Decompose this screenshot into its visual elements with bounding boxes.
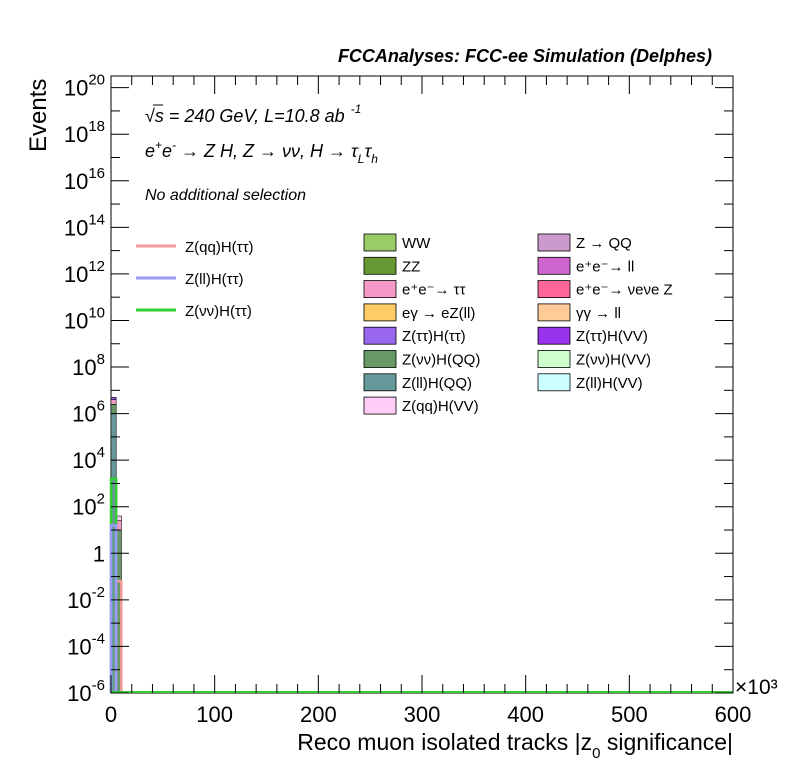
y-tick-label: 10-6 <box>67 677 105 706</box>
legend-label-z-h-vv: Z(ττ)H(VV) <box>576 328 648 345</box>
energy-annotation: √s = 240 GeV, L=10.8 ab -1 <box>145 102 361 126</box>
legend-swatch-e-ez-ll <box>363 303 397 322</box>
legend-label-z-qq: Z → QQ <box>576 235 632 252</box>
legend-swatch-zz <box>363 256 397 275</box>
legend-label-e-e: e⁺e⁻→ ττ <box>402 282 466 299</box>
y-tick-label: 1010 <box>64 304 105 333</box>
y-tick-label: 1014 <box>64 211 105 240</box>
legend-swatch-z-h <box>363 326 397 345</box>
y-tick-label: 102 <box>72 491 105 520</box>
selection-annotation: No additional selection <box>145 187 306 204</box>
legend-label-z-ll-h-vv: Z(ll)H(VV) <box>576 375 643 392</box>
legend-label-z-h: Z(ττ)H(ττ) <box>402 328 466 345</box>
y-tick-label: 106 <box>72 398 105 427</box>
legend-swatch-z-ll-h-vv <box>537 373 571 392</box>
legend-label-z-h-qq: Z(νν)H(QQ) <box>402 352 480 369</box>
legend-swatch-e-e <box>363 280 397 299</box>
legend-signals: Z(qq)H(ττ) Z(ll)H(ττ) Z(νν)H(ττ) <box>136 239 254 320</box>
x-axis-label: Reco muon isolated tracks |z0 significan… <box>297 729 733 762</box>
process-annotation: e+e- → Z H, Z → νν, H → τLτh <box>145 138 378 166</box>
bar-bin0-z-h <box>110 397 117 400</box>
chart-title: FCCAnalyses: FCC-ee Simulation (Delphes) <box>338 46 712 66</box>
legend-swatch-z-h-vv <box>537 350 571 368</box>
x-tick-label: 400 <box>507 702 544 727</box>
legend-swatch-z-h-vv <box>537 326 571 345</box>
y-axis-ticks: 10-6 10-4 10-2 1 102 104 106 108 1010 1012 1014 101… <box>64 72 733 706</box>
legend-swatch-z-qq-h-vv <box>363 396 397 415</box>
y-tick-label: 1016 <box>64 165 105 194</box>
y-tick-label: 1012 <box>64 258 105 287</box>
legend-backgrounds: WW ZZ e⁺e⁻→ ττ eγ → eZ(ll) Z(ττ)H(ττ) Z(νν)H(… <box>363 233 673 415</box>
legend-label-z-qq-h-vv: Z(qq)H(VV) <box>402 398 479 415</box>
legend-label-e-ez-ll: eγ → eZ(ll) <box>402 305 475 322</box>
legend-label-z-qq-h: Z(qq)H(ττ) <box>185 239 254 256</box>
legend-label-zz: ZZ <box>402 258 420 275</box>
legend-swatch-ll <box>537 303 571 322</box>
y-tick-label: 10-2 <box>67 584 105 613</box>
legend-swatch-z-ll-h-qq <box>363 373 397 392</box>
legend-label-z-ll-h-qq: Z(ll)H(QQ) <box>402 375 472 392</box>
signal-lines <box>109 477 123 693</box>
legend-label-ww: WW <box>402 235 431 252</box>
legend-label-z-h: Z(νν)H(ττ) <box>185 303 252 320</box>
x-tick-label: 300 <box>404 702 441 727</box>
x-tick-label: 500 <box>611 702 648 727</box>
legend-swatch-z-h-qq <box>363 350 397 368</box>
y-tick-label: 1018 <box>64 118 105 147</box>
legend-swatch-ww <box>363 233 397 252</box>
bar-bin0-e-e <box>110 399 117 405</box>
x-tick-label: 200 <box>300 702 337 727</box>
legend-swatch-e-e-e-e-z <box>537 280 571 299</box>
legend-label-e-e-ll: e⁺e⁻→ ll <box>576 258 634 275</box>
y-tick-label: 1 <box>93 541 105 566</box>
x-tick-label: 100 <box>196 702 233 727</box>
x-tick-label: 600 <box>715 702 752 727</box>
y-tick-label: 104 <box>72 444 105 473</box>
bar-bin0-z-h-qq <box>110 403 117 414</box>
legend-swatch-z-qq <box>537 233 571 252</box>
y-axis-label: Events <box>25 79 52 152</box>
legend-label-ll: γγ → ll <box>576 305 621 322</box>
y-tick-label: 108 <box>72 351 105 380</box>
x-multiplier-label: ×10³ <box>735 676 778 699</box>
legend-swatch-e-e-ll <box>537 256 571 275</box>
legend-label-e-e-e-e-z: e⁺e⁻→ νeνe Z <box>576 282 673 299</box>
x-axis-ticks: 0 100 200 300 400 500 600 <box>105 76 751 727</box>
legend-label-z-ll-h: Z(ll)H(ττ) <box>185 271 244 288</box>
y-tick-label: 10-4 <box>67 630 105 659</box>
x-tick-label: 0 <box>105 702 117 727</box>
legend-label-z-h-vv: Z(νν)H(VV) <box>576 352 651 369</box>
y-tick-label: 1020 <box>64 72 105 101</box>
signal-line-z-ll-h <box>109 524 118 693</box>
